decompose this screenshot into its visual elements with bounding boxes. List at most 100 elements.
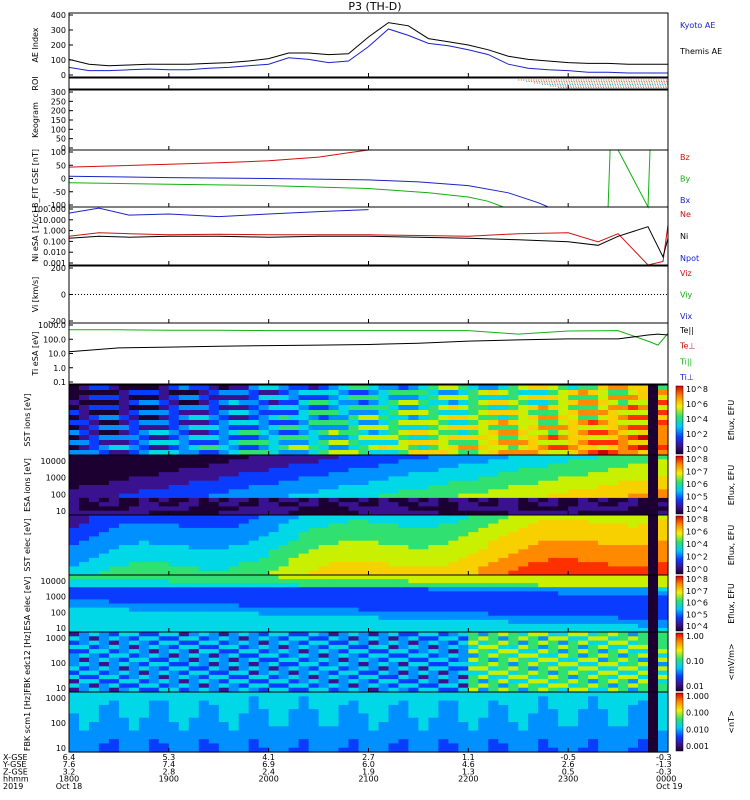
spectrogram-cell <box>358 717 370 723</box>
spectrogram-cell <box>79 440 90 446</box>
spectrogram-cell <box>69 455 80 460</box>
spectrogram-cell <box>278 713 290 719</box>
spectrogram-cell <box>478 583 489 588</box>
spectrogram-cell <box>438 662 449 667</box>
spectrogram-cell <box>258 566 270 572</box>
spectrogram-cell <box>498 515 509 520</box>
spectrogram-cell <box>168 615 180 621</box>
spectrogram-cell <box>598 579 609 584</box>
spectrogram-cell <box>638 472 649 477</box>
spectrogram-cell <box>128 692 140 697</box>
spectrogram-cell <box>368 519 380 525</box>
spectrogram-cell <box>628 579 639 584</box>
spectrogram-cell <box>658 623 669 629</box>
spectrogram-cell <box>208 536 220 542</box>
spectrogram-cell <box>388 657 400 663</box>
spectrogram-cell <box>648 410 659 416</box>
spectrogram-cell <box>268 557 280 563</box>
spectrogram-cell <box>168 463 180 469</box>
spectrogram-cell <box>178 395 190 401</box>
spectrogram-cell <box>348 515 360 520</box>
spectrogram-cell <box>268 632 280 637</box>
spectrogram-cell <box>318 640 330 646</box>
spectrogram-cell <box>318 415 330 421</box>
spectrogram-cell <box>238 489 250 495</box>
spectrogram-cell <box>218 540 230 546</box>
spectrogram-cell <box>108 459 120 465</box>
spectrogram-cell <box>318 595 330 601</box>
spectrogram-cell <box>168 683 180 689</box>
spectrogram-cell <box>148 472 160 477</box>
spectrogram-cell <box>188 532 200 537</box>
spectrogram-cell <box>148 562 160 567</box>
spectrogram-cell <box>468 683 479 689</box>
spectrogram-cell <box>468 536 479 542</box>
spectrogram-cell <box>398 557 409 563</box>
spectrogram-cell <box>89 619 100 625</box>
spectrogram-cell <box>128 591 140 596</box>
spectrogram-cell <box>128 632 140 637</box>
spectrogram-cell <box>248 557 260 563</box>
spectrogram-cell <box>69 545 80 550</box>
spectrogram-cell <box>208 730 220 736</box>
spectrogram-cell <box>608 459 619 465</box>
spectrogram-cell <box>258 467 270 473</box>
spectrogram-cell <box>448 527 459 533</box>
spectrogram-cell <box>458 615 469 621</box>
spectrogram-cell <box>218 472 230 477</box>
spectrogram-cell <box>438 591 449 596</box>
spectrogram-cell <box>298 739 310 744</box>
spectrogram-cell <box>648 570 659 576</box>
spectrogram-cell <box>188 704 200 710</box>
spectrogram-cell <box>418 607 429 613</box>
spectrogram-cell <box>348 674 360 680</box>
spectrogram-cell <box>138 575 150 580</box>
spectrogram-cell <box>138 747 150 753</box>
spectrogram-cell <box>69 570 80 576</box>
spectrogram-cell <box>228 553 240 559</box>
spectrogram-cell <box>658 615 669 621</box>
spectrogram-cell <box>248 636 260 642</box>
spectrogram-cell <box>158 435 170 441</box>
spectrogram-cell <box>228 532 240 537</box>
spectrogram-cell <box>178 743 190 749</box>
spectrogram-cell <box>258 510 270 516</box>
spectrogram-cell <box>148 730 160 736</box>
spectrogram-cell <box>628 445 639 451</box>
spectrogram-cell <box>188 583 200 588</box>
spectrogram-cell <box>188 579 200 584</box>
spectrogram-cell <box>288 430 300 436</box>
spectrogram-cell <box>248 400 260 406</box>
spectrogram-cell <box>558 510 569 516</box>
spectrogram-cell <box>398 747 409 753</box>
spectrogram-cell <box>308 632 320 637</box>
spectrogram-cell <box>198 545 210 550</box>
spectrogram-cell <box>418 657 429 663</box>
spectrogram-cell <box>258 405 270 411</box>
spectrogram-cell <box>168 657 180 663</box>
spectrogram-cell <box>208 485 220 490</box>
spectrogram-cell <box>598 489 609 495</box>
spectrogram-cell <box>528 506 539 512</box>
spectrogram-cell <box>498 562 509 567</box>
spectrogram-cell <box>538 583 549 588</box>
spectrogram-cell <box>408 739 419 744</box>
spectrogram-cell <box>628 570 639 576</box>
spectrogram-cell <box>378 615 390 621</box>
spectrogram-cell <box>98 405 110 411</box>
spectrogram-cell <box>168 700 180 706</box>
spectrogram-cell <box>69 390 80 396</box>
spectrogram-cell <box>638 549 649 555</box>
spectrogram-cell <box>258 459 270 465</box>
spectrogram-cell <box>528 607 539 613</box>
spectrogram-cell <box>388 611 400 617</box>
spectrogram-cell <box>398 704 409 710</box>
spectrogram-cell <box>418 459 429 465</box>
spectrogram-cell <box>448 510 459 516</box>
spectrogram-cell <box>408 385 419 391</box>
spectrogram-cell <box>328 692 340 697</box>
spectrogram-cell <box>318 562 330 567</box>
spectrogram-cell <box>518 595 529 601</box>
spectrogram-cell <box>578 549 589 555</box>
spectrogram-cell <box>528 570 539 576</box>
